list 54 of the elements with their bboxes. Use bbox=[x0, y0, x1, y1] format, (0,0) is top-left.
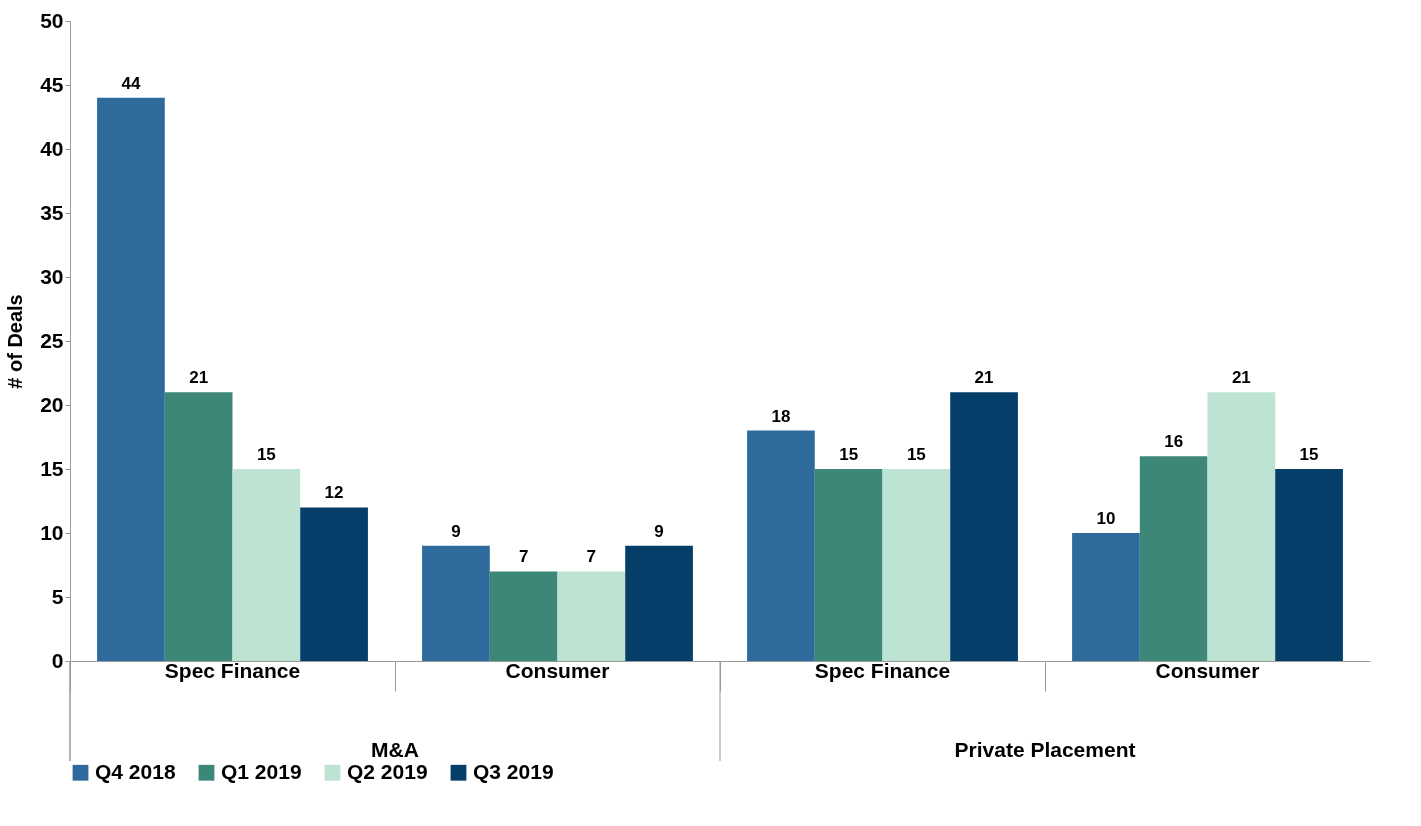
bar bbox=[1207, 392, 1276, 661]
data-label: 21 bbox=[974, 368, 994, 388]
data-label: 15 bbox=[1299, 445, 1319, 464]
y-tick-label: 45 bbox=[40, 72, 64, 96]
bar bbox=[300, 507, 368, 661]
data-label: 15 bbox=[256, 445, 276, 464]
y-axis-title: # of Deals bbox=[4, 294, 27, 389]
bar bbox=[232, 469, 301, 661]
bar bbox=[1275, 469, 1343, 661]
y-tick-label: 20 bbox=[40, 392, 64, 416]
bar bbox=[882, 469, 951, 661]
y-tick-label: 35 bbox=[40, 200, 64, 224]
data-label: 16 bbox=[1164, 432, 1184, 452]
legend-label: Q1 2019 bbox=[221, 759, 302, 783]
bar bbox=[97, 97, 165, 661]
y-tick-label: 40 bbox=[40, 136, 64, 160]
y-tick-label: 25 bbox=[40, 328, 64, 352]
data-label: 21 bbox=[1231, 368, 1251, 388]
x-tick-label: Consumer bbox=[505, 658, 610, 682]
x-tick-label: Spec Finance bbox=[164, 658, 301, 682]
legend-label: Q4 2018 bbox=[95, 759, 176, 783]
data-label: 15 bbox=[839, 445, 859, 464]
data-label: 7 bbox=[586, 547, 597, 567]
text: M&A bbox=[371, 738, 419, 761]
bar bbox=[422, 545, 490, 661]
y-tick-label: 5 bbox=[51, 584, 64, 608]
y-tick-label: 50 bbox=[40, 8, 64, 32]
bar bbox=[1139, 456, 1208, 661]
bar bbox=[164, 392, 233, 661]
bar bbox=[1072, 533, 1140, 661]
bar bbox=[625, 545, 693, 661]
bar bbox=[489, 571, 558, 661]
text: Private Placement bbox=[954, 738, 1136, 761]
y-tick-label: 0 bbox=[51, 648, 64, 672]
data-label: 10 bbox=[1096, 509, 1116, 528]
data-label: 9 bbox=[654, 521, 664, 541]
x-tick-label: Spec Finance bbox=[814, 658, 951, 682]
y-tick-label: 30 bbox=[40, 264, 64, 288]
data-label: 9 bbox=[451, 521, 461, 541]
data-label: 12 bbox=[324, 483, 344, 503]
bar bbox=[950, 392, 1018, 661]
y-tick-label: 10 bbox=[40, 520, 64, 544]
data-label: 18 bbox=[771, 406, 791, 426]
x-tick-label: Consumer bbox=[1155, 658, 1260, 682]
bar bbox=[814, 469, 883, 661]
y-tick-label: 15 bbox=[40, 456, 64, 480]
bar bbox=[557, 571, 626, 661]
legend-label: Q2 2019 bbox=[347, 759, 428, 783]
bar bbox=[747, 430, 815, 661]
legend-label: Q3 2019 bbox=[473, 759, 554, 783]
data-label: 44 bbox=[121, 73, 141, 93]
data-label: 7 bbox=[518, 547, 529, 567]
data-label: 21 bbox=[189, 368, 209, 388]
data-label: 15 bbox=[906, 445, 926, 464]
